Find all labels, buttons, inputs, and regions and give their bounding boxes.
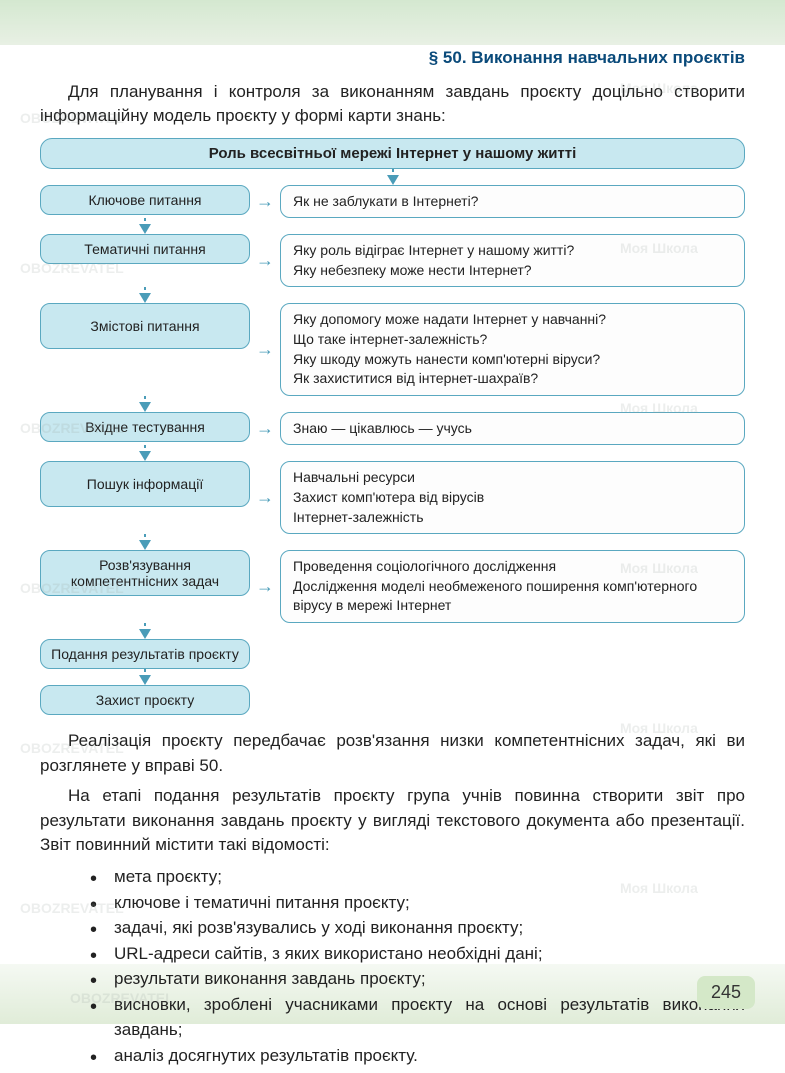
diagram-row: Ключове питання→Як не заблукати в Інтерн… xyxy=(40,185,745,219)
list-item: аналіз досягнутих результатів проєкту. xyxy=(90,1043,745,1069)
step-desc-box: Яку роль відіграє Інтернет у нашому житт… xyxy=(280,234,745,287)
step-label-box: Захист проєкту xyxy=(40,685,250,715)
arrow-down-icon xyxy=(139,396,151,412)
arrow-down-icon xyxy=(139,445,151,461)
diagram-row: Вхідне тестування→Знаю — цікавлюсь — учу… xyxy=(40,412,745,446)
arrow-down-icon xyxy=(139,669,151,685)
list-item: мета проєкту; xyxy=(90,864,745,890)
step-label-box: Пошук інформації xyxy=(40,461,250,507)
section-header: § 50. Виконання навчальних проєктів xyxy=(429,48,745,68)
diagram-row: Розв'язування компетентнісних задач→Пров… xyxy=(40,550,745,623)
list-item: результати виконання завдань проєкту; xyxy=(90,966,745,992)
page-header-bg xyxy=(0,0,785,45)
step-label-box: Подання результатів проєкту xyxy=(40,639,250,669)
diagram-row: Подання результатів проєкту xyxy=(40,639,745,669)
arrow-right-icon: → xyxy=(250,191,280,212)
arrow-right-icon: → xyxy=(250,250,280,271)
page-number: 245 xyxy=(697,976,755,1009)
step-desc-box: Знаю — цікавлюсь — учусь xyxy=(280,412,745,446)
arrow-down-icon xyxy=(139,623,151,639)
knowledge-map-diagram: Роль всесвітньої мережі Інтернет у нашом… xyxy=(40,138,745,715)
diagram-row: Захист проєкту xyxy=(40,685,745,715)
step-label-box: Розв'язування компетентнісних задач xyxy=(40,550,250,596)
diagram-row: Змістові питання→Яку допомогу може надат… xyxy=(40,303,745,395)
arrow-down-icon xyxy=(387,169,399,185)
step-desc-box: Яку допомогу може надати Інтернет у навч… xyxy=(280,303,745,395)
intro-paragraph: Для планування і контроля за виконанням … xyxy=(40,80,745,128)
page-content: Для планування і контроля за виконанням … xyxy=(40,80,745,1068)
step-desc-box: Як не заблукати в Інтернеті? xyxy=(280,185,745,219)
diagram-title: Роль всесвітньої мережі Інтернет у нашом… xyxy=(40,138,745,169)
arrow-right-icon: → xyxy=(250,339,280,360)
list-item: висновки, зроблені учасниками проєкту на… xyxy=(90,992,745,1043)
list-item: URL-адреси сайтів, з яких використано не… xyxy=(90,941,745,967)
list-item: задачі, які розв'язувались у ході викона… xyxy=(90,915,745,941)
step-label-box: Тематичні питання xyxy=(40,234,250,264)
diagram-row: Пошук інформації→Навчальні ресурсиЗахист… xyxy=(40,461,745,534)
arrow-down-icon xyxy=(139,218,151,234)
step-desc-box: Проведення соціологічного дослідженняДос… xyxy=(280,550,745,623)
arrow-right-icon: → xyxy=(250,418,280,439)
arrow-down-icon xyxy=(139,534,151,550)
bullet-list: мета проєкту;ключове і тематичні питання… xyxy=(40,864,745,1068)
arrow-down-icon xyxy=(139,287,151,303)
step-label-box: Змістові питання xyxy=(40,303,250,349)
paragraph-1: Реалізація проєкту передбачає розв'язанн… xyxy=(40,729,745,778)
diagram-row: Тематичні питання→Яку роль відіграє Інте… xyxy=(40,234,745,287)
arrow-right-icon: → xyxy=(250,576,280,597)
arrow-right-icon: → xyxy=(250,487,280,508)
step-label-box: Вхідне тестування xyxy=(40,412,250,442)
list-item: ключове і тематичні питання проєкту; xyxy=(90,890,745,916)
paragraph-2: На етапі подання результатів проєкту гру… xyxy=(40,784,745,858)
step-desc-box: Навчальні ресурсиЗахист комп'ютера від в… xyxy=(280,461,745,534)
step-label-box: Ключове питання xyxy=(40,185,250,215)
